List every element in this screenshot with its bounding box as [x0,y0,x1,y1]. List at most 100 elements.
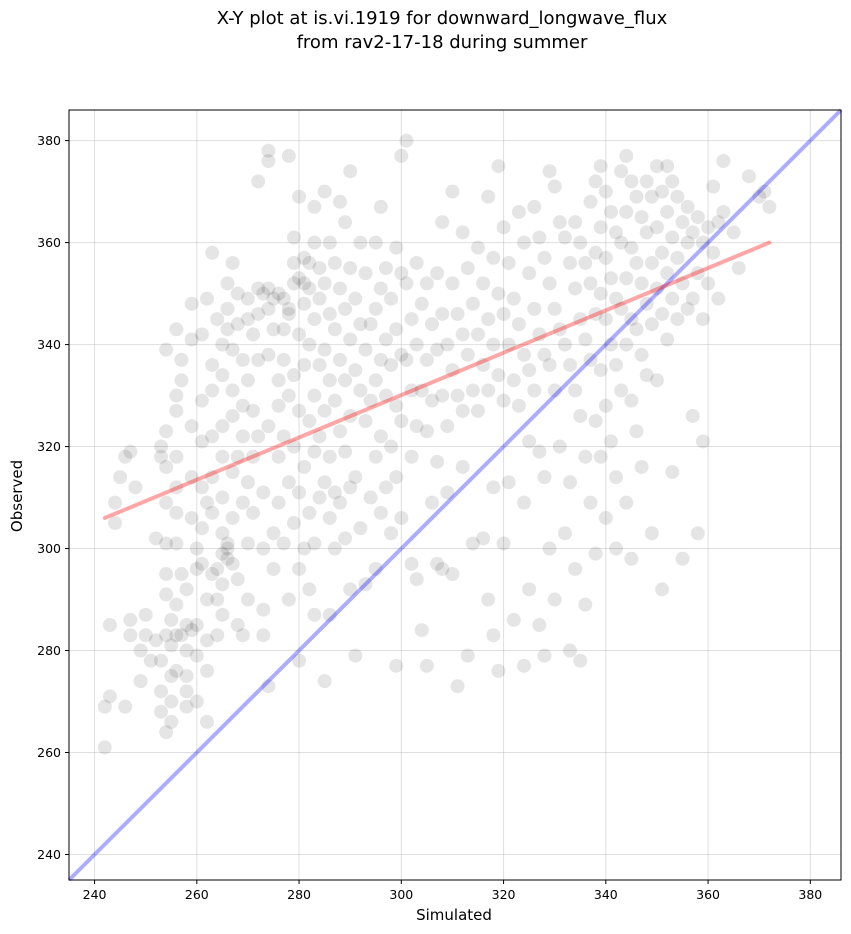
data-point [404,449,419,464]
data-point [435,561,450,576]
data-point [194,393,209,408]
data-point [685,291,700,306]
data-point [235,352,250,367]
data-points [97,133,777,755]
data-point [701,276,716,291]
data-point [476,276,491,291]
data-point [338,531,353,546]
data-point [159,424,174,439]
data-point [414,383,429,398]
data-point [629,189,644,204]
data-point [532,230,547,245]
data-point [711,291,726,306]
data-point [194,480,209,495]
data-point [578,332,593,347]
data-point [639,296,654,311]
data-point [164,669,179,684]
data-point [665,230,680,245]
data-point [568,561,583,576]
data-point [169,628,184,643]
data-point [598,184,613,199]
data-point [394,347,409,362]
data-point [537,250,552,265]
data-point [506,612,521,627]
data-point [174,373,189,388]
data-point [450,679,465,694]
data-point [302,281,317,296]
data-point [271,495,286,510]
data-point [440,419,455,434]
data-point [455,403,470,418]
data-point [215,546,230,561]
data-point [593,286,608,301]
data-point [230,572,245,587]
data-point [297,250,312,265]
identity-line [67,108,843,882]
data-point [419,352,434,367]
data-point [128,480,143,495]
data-point [363,317,378,332]
data-point [189,541,204,556]
data-point [281,592,296,607]
data-point [317,276,332,291]
data-point [409,337,424,352]
data-point [404,556,419,571]
data-point [389,322,404,337]
data-point [445,363,460,378]
data-point [435,388,450,403]
data-point [271,286,286,301]
data-point [701,220,716,235]
data-point [225,383,240,398]
data-point [184,470,199,485]
data-point [266,291,281,306]
data-point [179,684,194,699]
data-point [276,352,291,367]
data-point [465,536,480,551]
data-point [215,337,230,352]
data-point [240,475,255,490]
data-point [159,342,174,357]
data-point [113,470,128,485]
data-point [527,301,542,316]
data-point [148,633,163,648]
data-point [332,424,347,439]
data-point [624,393,639,408]
data-point [619,204,634,219]
data-point [762,199,777,214]
data-point [542,357,557,372]
data-point [522,434,537,449]
data-point [419,424,434,439]
data-point [169,536,184,551]
data-point [731,261,746,276]
data-point [292,561,307,576]
data-point [419,276,434,291]
data-point [573,408,588,423]
data-point [338,215,353,230]
data-point [363,393,378,408]
data-point [179,699,194,714]
data-point [338,444,353,459]
data-point [598,250,613,265]
x-tick-label: 260 [185,887,209,902]
data-point [573,235,588,250]
data-point [511,398,526,413]
data-point [373,429,388,444]
data-point [394,414,409,429]
data-point [680,235,695,250]
data-point [363,490,378,505]
data-point [409,572,424,587]
data-point [307,235,322,250]
data-point [486,480,501,495]
data-point [624,174,639,189]
data-point [322,235,337,250]
data-point [430,454,445,469]
data-point [307,444,322,459]
data-point [240,592,255,607]
data-point [251,352,266,367]
data-point [174,567,189,582]
data-point [108,495,123,510]
data-point [164,638,179,653]
data-point [685,408,700,423]
data-point [322,373,337,388]
data-point [246,327,261,342]
